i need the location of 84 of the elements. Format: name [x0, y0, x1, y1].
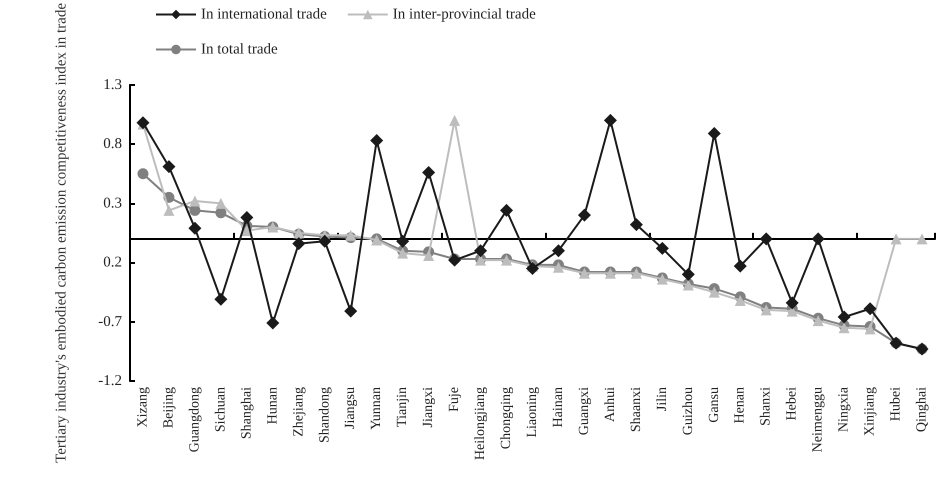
point [318, 234, 332, 248]
point [838, 322, 850, 334]
point [423, 250, 434, 261]
x-tick-label: Shanghai [239, 386, 254, 440]
x-tick-label: Hebei [784, 386, 800, 420]
legend-label: In total trade [201, 42, 278, 58]
x-tick-label: Liaoning [525, 387, 540, 438]
x-tick-label: Fuje [447, 387, 462, 412]
point [344, 304, 358, 318]
y-axis-title: Tertiary industry's embodied carbon emission competitiveness index in trade [54, 2, 70, 463]
point [526, 262, 539, 275]
point [137, 168, 148, 180]
point [188, 222, 202, 235]
point [292, 237, 306, 250]
x-tick-label: Qinghai [914, 386, 930, 432]
x-tick-label: Hainan [550, 387, 566, 428]
point [552, 244, 565, 258]
point [214, 292, 228, 306]
point [449, 114, 460, 126]
x-tick-label: Beijing [161, 387, 176, 428]
y-tick-label: 0.3 [103, 195, 122, 212]
point [500, 204, 514, 217]
point [189, 195, 200, 206]
point [630, 218, 643, 232]
point [656, 242, 669, 255]
point [163, 204, 174, 216]
y-tick-label: -1.2 [98, 373, 122, 389]
point [916, 233, 928, 244]
point [786, 296, 799, 310]
x-tick-label: Jiangsu [343, 387, 358, 429]
point [448, 254, 462, 267]
x-tick-label: Guizhou [680, 387, 696, 436]
x-tick-label: Shanxi [758, 386, 774, 426]
legend-label: In inter-provincial trade [392, 6, 536, 22]
point [734, 260, 747, 273]
point [864, 302, 877, 316]
x-tick-label: Xizang [135, 387, 150, 428]
y-tick-label: 0.2 [103, 254, 122, 271]
point [396, 234, 410, 248]
point [240, 211, 254, 224]
point [708, 126, 721, 140]
x-tick-label: Jiangxi [421, 386, 436, 428]
x-tick-label: Hubei [888, 386, 904, 422]
point [397, 248, 408, 259]
x-tick-label: Anhui [602, 386, 618, 422]
y-tick-label: 0.8 [103, 136, 122, 152]
point [422, 166, 436, 180]
x-tick-label: Guangxi [576, 386, 592, 436]
x-tick-label: Ningxia [836, 386, 852, 432]
x-tick-label: Shaanxi [628, 386, 644, 432]
point [552, 262, 564, 273]
x-tick-label: Heilongjiang [473, 387, 488, 460]
x-tick-label: Yunnan [369, 387, 384, 430]
x-tick-label: Henan [732, 387, 748, 424]
x-tick-label: Chongqing [499, 387, 514, 450]
y-tick-label: 1.3 [103, 76, 122, 93]
x-tick-label: Gansu [706, 387, 722, 423]
point [812, 315, 824, 326]
point [708, 286, 720, 298]
point [760, 232, 773, 246]
x-tick-label: Jilin [654, 387, 670, 412]
point [682, 268, 695, 281]
x-tick-label: Hunan [265, 387, 280, 424]
point [812, 232, 825, 246]
point [604, 114, 617, 127]
x-tick-label: Neimenggu [810, 387, 826, 452]
x-tick-label: Xinjiang [862, 387, 878, 436]
x-tick-label: Zhejiang [291, 387, 306, 437]
point [890, 233, 902, 244]
point [345, 230, 356, 241]
point [215, 198, 226, 209]
point [162, 160, 176, 174]
y-tick-label: -0.7 [98, 314, 122, 330]
x-tick-label: Guangdong [187, 387, 202, 452]
point [578, 208, 591, 222]
x-tick-label: Sichuan [213, 387, 228, 432]
point [838, 310, 851, 324]
x-tick-label: Tianjin [395, 387, 410, 427]
point [370, 134, 384, 148]
point [474, 244, 488, 258]
x-tick-label: Shandong [317, 387, 332, 443]
point [734, 294, 746, 306]
legend-label: In international trade [201, 6, 328, 22]
point [266, 316, 280, 330]
